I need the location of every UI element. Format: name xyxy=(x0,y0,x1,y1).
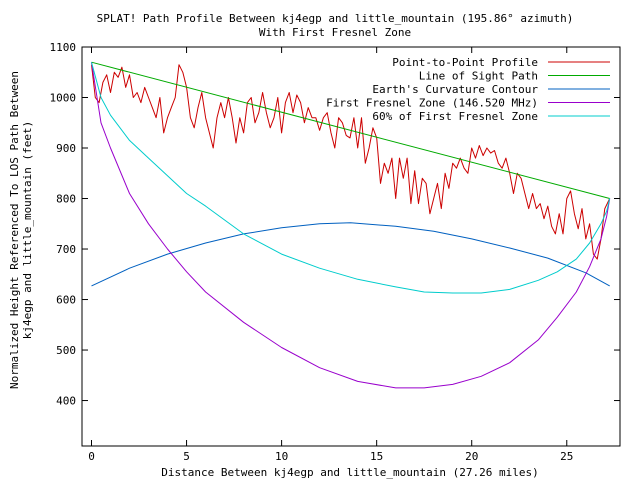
x-tick-label: 5 xyxy=(183,450,190,463)
y-tick-label: 700 xyxy=(56,243,76,256)
line-of-sight-series xyxy=(91,61,610,199)
x-axis-label: Distance Between kj4egp and little_mount… xyxy=(161,466,539,479)
earth-curvature-series xyxy=(91,222,610,287)
x-tick-label: 0 xyxy=(88,450,95,463)
plot-border xyxy=(81,46,621,447)
y-tick-label: 800 xyxy=(56,193,76,206)
axis-ticks: 0 5 10 15 20 25 400 500 600 700 800 900 1000 1100 xyxy=(50,41,620,463)
x-tick-label: 10 xyxy=(275,450,288,463)
x-tick-label: 20 xyxy=(465,450,478,463)
fresnel-zone-series xyxy=(91,62,611,389)
x-tick-label: 15 xyxy=(370,450,383,463)
y-tick-label: 900 xyxy=(56,142,76,155)
y-tick-label: 500 xyxy=(56,344,76,357)
legend-label: Earth's Curvature Contour xyxy=(372,83,538,96)
legend-label: 60% of First Fresnel Zone xyxy=(372,110,538,123)
profile-series xyxy=(91,64,611,260)
legend-label: Point-to-Point Profile xyxy=(392,56,538,69)
x-tick-label: 25 xyxy=(560,450,573,463)
series-layer xyxy=(91,61,611,389)
plot-frame xyxy=(81,46,621,447)
legend-label: Line of Sight Path xyxy=(419,70,538,83)
chart-subtitle: With First Fresnel Zone xyxy=(259,26,411,39)
chart-title: SPLAT! Path Profile Between kj4egp and l… xyxy=(97,12,574,25)
y-axis-label-line2: kj4egp and little_mountain (feet) xyxy=(21,121,34,340)
y-tick-label: 1000 xyxy=(50,92,77,105)
y-tick-label: 1100 xyxy=(50,41,77,54)
y-axis-label-line1: Normalized Height Referenced To LOS Path… xyxy=(8,71,21,389)
y-tick-label: 600 xyxy=(56,294,76,307)
fresnel-60-series xyxy=(91,62,611,294)
legend-label: First Fresnel Zone (146.520 MHz) xyxy=(326,97,538,110)
y-tick-label: 400 xyxy=(56,395,76,408)
